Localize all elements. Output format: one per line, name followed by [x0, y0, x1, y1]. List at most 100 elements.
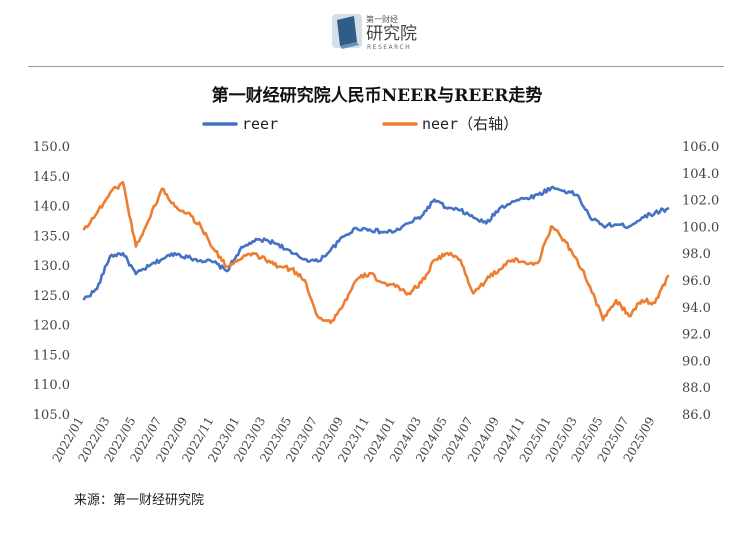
data-point-neer	[433, 259, 435, 261]
logo-cn-main: 研究院	[366, 24, 417, 44]
data-point-reer	[187, 256, 189, 258]
data-point-neer	[576, 259, 578, 261]
data-point-neer	[394, 286, 396, 288]
data-point-reer	[524, 197, 526, 199]
data-point-neer	[213, 248, 215, 250]
y-left-tick-label: 105.0	[33, 408, 70, 423]
data-point-reer	[213, 261, 215, 263]
data-point-neer	[459, 259, 461, 261]
source-note: 来源：第一财经研究院	[74, 493, 204, 508]
data-point-reer	[602, 225, 604, 227]
data-point-reer	[109, 255, 111, 257]
data-point-reer	[485, 222, 487, 224]
y-left-tick-label: 150.0	[33, 140, 70, 155]
data-point-neer	[109, 192, 111, 194]
data-point-neer	[148, 219, 150, 221]
y-right-tick-label: 106.0	[682, 140, 719, 155]
data-point-neer	[368, 272, 370, 274]
data-point-neer	[83, 228, 85, 230]
data-point-reer	[96, 288, 98, 290]
data-point-neer	[628, 315, 630, 317]
data-point-neer	[511, 259, 513, 261]
data-point-reer	[316, 260, 318, 262]
x-axis: 2022/012022/032022/052022/072022/092022/…	[50, 415, 658, 465]
y-right-tick-label: 86.0	[682, 408, 711, 423]
y-left-tick-label: 115.0	[33, 348, 70, 363]
data-point-neer	[355, 279, 357, 281]
data-point-reer	[615, 223, 617, 225]
data-point-reer	[641, 216, 643, 218]
data-point-reer	[563, 190, 565, 192]
data-point-neer	[615, 299, 617, 301]
series-line-neer	[82, 180, 670, 325]
y-left-tick-label: 125.0	[33, 289, 70, 304]
y-right-tick-label: 90.0	[682, 354, 711, 369]
data-point-neer	[654, 302, 656, 304]
data-point-reer	[239, 249, 241, 251]
data-point-reer	[368, 228, 370, 230]
y-left-tick-label: 140.0	[33, 200, 70, 215]
y-right-tick-label: 100.0	[682, 220, 719, 235]
data-point-neer	[174, 205, 176, 207]
data-point-neer	[303, 279, 305, 281]
legend: reer neer（右轴）	[202, 115, 518, 133]
data-point-neer	[472, 292, 474, 294]
y-left-tick-label: 110.0	[33, 378, 70, 393]
data-point-reer	[498, 207, 500, 209]
data-point-neer	[563, 239, 565, 241]
data-point-neer	[446, 252, 448, 254]
data-point-reer	[381, 231, 383, 233]
data-point-neer	[407, 292, 409, 294]
data-point-reer	[342, 235, 344, 237]
data-point-reer	[148, 265, 150, 267]
data-point-reer	[161, 258, 163, 260]
data-point-neer	[187, 212, 189, 214]
data-point-neer	[239, 259, 241, 261]
data-point-neer	[550, 225, 552, 227]
data-point-reer	[278, 243, 280, 245]
data-point-neer	[485, 279, 487, 281]
y-axis-left: 150.0 145.0 140.0 135.0 130.0 125.0 120.0 115.0…	[33, 140, 70, 423]
logo-en: RESEARCH	[367, 44, 411, 51]
data-point-reer	[303, 258, 305, 260]
data-point-neer	[278, 265, 280, 267]
y-left-tick-label: 130.0	[33, 259, 70, 274]
data-point-reer	[355, 227, 357, 229]
data-point-reer	[511, 200, 513, 202]
chart-title: 第一财经研究院人民币NEER与REER走势	[212, 85, 543, 106]
data-point-neer	[420, 282, 422, 284]
data-point-reer	[265, 239, 267, 241]
data-point-reer	[394, 230, 396, 232]
y-right-tick-label: 88.0	[682, 381, 711, 396]
data-point-neer	[342, 303, 344, 305]
data-point-neer	[252, 252, 254, 254]
y-right-tick-label: 94.0	[682, 301, 711, 316]
series-line-reer	[82, 185, 670, 301]
data-point-reer	[628, 225, 630, 227]
data-point-reer	[135, 273, 137, 275]
data-point-neer	[329, 322, 331, 324]
data-point-reer	[589, 216, 591, 218]
data-point-reer	[654, 212, 656, 214]
data-point-reer	[446, 207, 448, 209]
data-point-reer	[459, 209, 461, 211]
data-point-reer	[420, 215, 422, 217]
data-point-neer	[641, 299, 643, 301]
data-point-neer	[265, 259, 267, 261]
data-point-reer	[550, 187, 552, 189]
y-left-tick-label: 135.0	[33, 229, 70, 244]
y-right-tick-label: 98.0	[682, 247, 711, 262]
data-point-neer	[226, 265, 228, 267]
data-point-reer	[433, 198, 435, 200]
data-point-neer	[589, 286, 591, 288]
data-point-neer	[381, 282, 383, 284]
data-point-reer	[174, 252, 176, 254]
data-point-neer	[498, 268, 500, 270]
y-left-tick-label: 120.0	[33, 319, 70, 334]
data-point-neer	[135, 245, 137, 247]
y-left-tick-label: 145.0	[33, 170, 70, 185]
data-point-neer	[96, 212, 98, 214]
data-point-neer	[537, 261, 539, 263]
y-axis-right: 106.0 104.0 102.0 100.0 98.0 96.0 94.0 92.0 90.0…	[682, 140, 719, 423]
